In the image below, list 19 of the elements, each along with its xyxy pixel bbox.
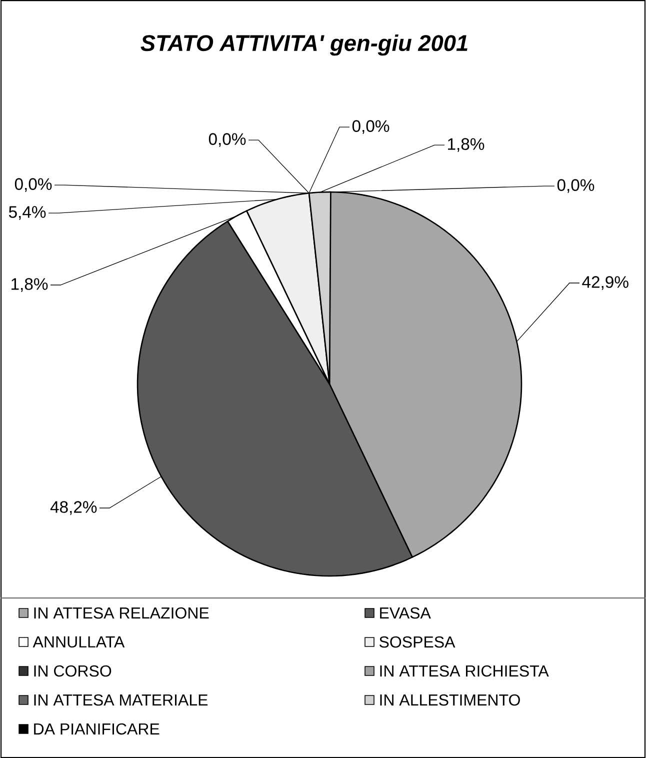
- data-label: 5,4%: [8, 206, 46, 220]
- data-label: 1,8%: [448, 138, 484, 152]
- text: 0,0%: [352, 120, 390, 134]
- legend-label: IN CORSO: [34, 665, 112, 677]
- data-label: 48,2%: [50, 501, 97, 515]
- text: 0,0%: [14, 178, 52, 192]
- data-label: 42,9%: [582, 276, 628, 290]
- legend-label: IN ATTESA MATERIALE: [34, 694, 208, 706]
- data-label: 1,8%: [12, 278, 48, 292]
- legend-label: SOSPESA: [379, 636, 456, 648]
- legend-label: DA PIANIFICARE: [34, 723, 160, 735]
- text: 0,0%: [557, 179, 594, 193]
- legend-label: EVASA: [380, 607, 431, 619]
- chart-title: STATO ATTIVITA' gen-giu 2001: [140, 34, 468, 56]
- legend-label: IN ATTESA RELAZIONE: [34, 607, 209, 619]
- legend-label: IN ATTESA RICHIESTA: [380, 665, 549, 677]
- text: 0,0%: [208, 133, 246, 147]
- legend-label: IN ALLESTIMENTO: [380, 694, 520, 706]
- legend-label: ANNULLATA: [32, 636, 125, 648]
